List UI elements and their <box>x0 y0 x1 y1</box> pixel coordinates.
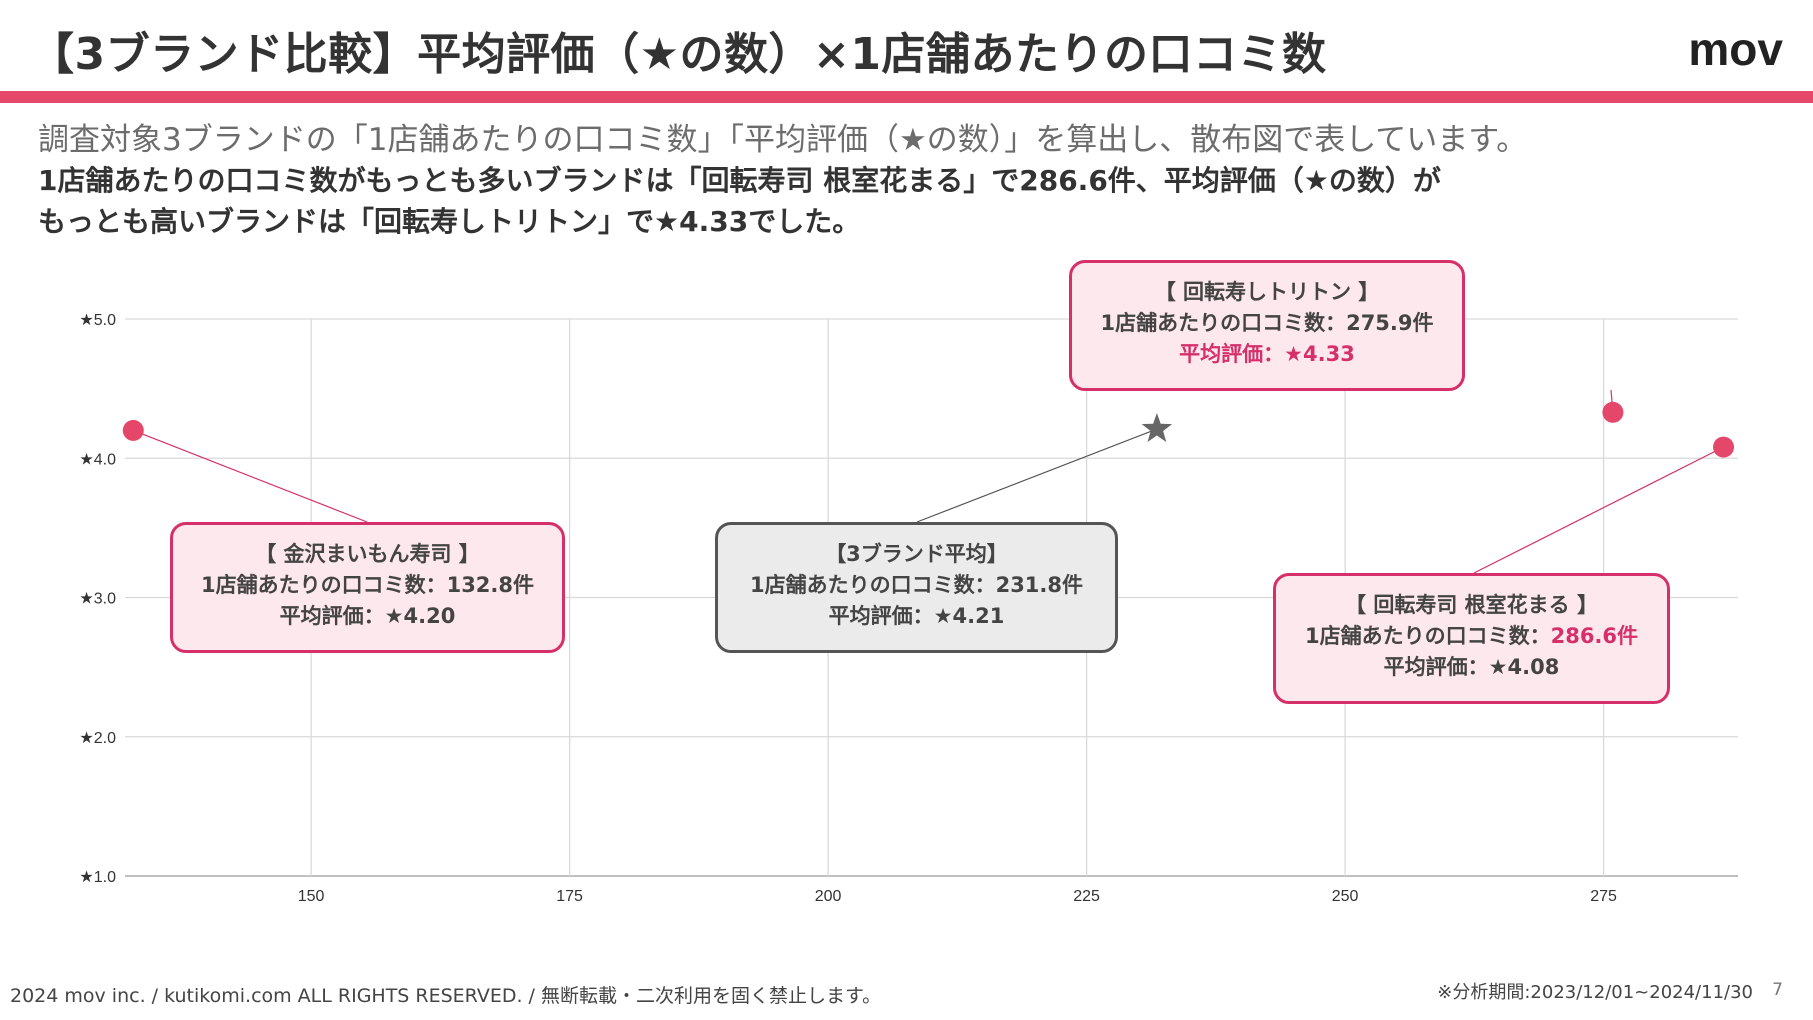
y-tick-label: ★1.0 <box>79 869 116 886</box>
tick-labels: ★1.0 ★2.0 ★3.0 ★4.0 ★5.0 150 175 200 225 250 275 <box>79 312 1617 905</box>
copyright-footer: 2024 mov inc. / kutikomi.com ALL RIGHTS … <box>10 985 882 1007</box>
callout-toriton-name: 【 回転寿しトリトン 】 <box>1154 280 1380 304</box>
page-number: 7 <box>1772 980 1783 1000</box>
x-tick-label: 200 <box>815 888 842 905</box>
y-tick-label: ★3.0 <box>79 591 116 608</box>
callout-kanazawa-reviews: 1店舗あたりの口コミ数：132.8件 <box>200 573 535 597</box>
callout-toriton: 【 回転寿しトリトン 】 1店舗あたりの口コミ数：275.9件 平均評価：★4.… <box>1069 260 1465 391</box>
x-tick-label: 250 <box>1332 888 1359 905</box>
y-tick-label: ★5.0 <box>79 312 116 329</box>
leader-line <box>916 428 1158 523</box>
leader-line <box>1473 446 1724 574</box>
brand-data-point <box>1602 401 1624 423</box>
x-tick-label: 150 <box>298 888 325 905</box>
x-tick-label: 225 <box>1073 888 1100 905</box>
callout-kanazawa-rating: 平均評価：★4.20 <box>279 604 456 628</box>
brand-data-point <box>122 419 144 441</box>
callout-hanamaru-name: 【 回転寿司 根室花まる 】 <box>1345 593 1598 617</box>
callout-hanamaru-reviews-label: 1店舗あたりの口コミ数： <box>1304 624 1551 648</box>
title-divider <box>0 91 1813 103</box>
callout-average-name: 【3ブランド平均】 <box>825 542 1008 566</box>
data-points <box>122 401 1735 458</box>
page-title: 【3ブランド比較】平均評価（★の数）×1店舗あたりの口コミ数 <box>30 29 1327 80</box>
mov-logo: mov <box>1688 23 1783 75</box>
callout-hanamaru-rating: 平均評価：★4.08 <box>1383 655 1560 679</box>
brand-data-point <box>1713 436 1735 458</box>
analysis-period: ※分析期間:2023/12/01~2024/11/30 <box>1437 982 1753 1003</box>
x-tick-label: 275 <box>1590 888 1617 905</box>
callout-average: 【3ブランド平均】 1店舗あたりの口コミ数：231.8件 平均評価：★4.21 <box>715 522 1118 653</box>
callout-average-rating: 平均評価：★4.21 <box>828 604 1005 628</box>
callout-average-reviews: 1店舗あたりの口コミ数：231.8件 <box>749 573 1084 597</box>
y-tick-label: ★4.0 <box>79 451 116 468</box>
lead-text: 調査対象3ブランドの「1店舗あたりの口コミ数」「平均評価（★の数）」を算出し、散… <box>38 122 1528 158</box>
lead-highlight-2: もっとも高いブランドは「回転寿しトリトン」で★4.33でした。 <box>38 205 861 238</box>
callout-hanamaru-reviews-value: 286.6件 <box>1550 624 1639 648</box>
callout-toriton-rating: 平均評価：★4.33 <box>1179 342 1355 366</box>
x-tick-label: 175 <box>556 888 583 905</box>
lead-highlight-1: 1店舗あたりの口コミ数がもっとも多いブランドは「回転寿司 根室花まる」で286.… <box>38 164 1441 197</box>
callout-kanazawa: 【 金沢まいもん寿司 】 1店舗あたりの口コミ数：132.8件 平均評価：★4.… <box>170 522 565 653</box>
callout-kanazawa-name: 【 金沢まいもん寿司 】 <box>255 542 480 566</box>
y-tick-label: ★2.0 <box>79 730 116 747</box>
leader-line <box>133 429 368 523</box>
callout-hanamaru-reviews: 1店舗あたりの口コミ数：286.6件 <box>1276 621 1667 652</box>
leader-lines <box>133 389 1724 574</box>
average-star-point <box>1141 413 1173 442</box>
callout-hanamaru: 【 回転寿司 根室花まる 】 1店舗あたりの口コミ数：286.6件 平均評価：★… <box>1273 573 1670 704</box>
callout-toriton-reviews: 1店舗あたりの口コミ数：275.9件 <box>1100 311 1434 335</box>
